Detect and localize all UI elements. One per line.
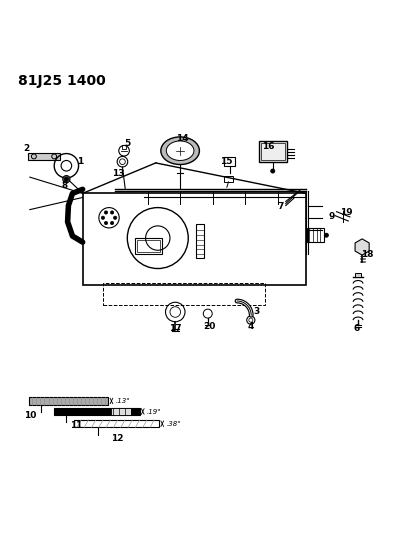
Text: 9: 9 <box>328 213 335 221</box>
Text: 7: 7 <box>278 202 284 211</box>
Text: 5: 5 <box>124 139 130 148</box>
Text: 8: 8 <box>61 181 67 190</box>
Text: 18: 18 <box>361 250 373 259</box>
Bar <box>307 228 324 242</box>
Circle shape <box>63 175 70 183</box>
Circle shape <box>271 169 275 173</box>
Polygon shape <box>355 239 369 255</box>
Text: 1: 1 <box>77 157 84 166</box>
Bar <box>196 224 204 259</box>
Bar <box>137 240 160 252</box>
Bar <box>355 272 361 278</box>
Text: 6: 6 <box>354 324 360 333</box>
Bar <box>111 408 131 415</box>
Text: 3: 3 <box>253 308 260 317</box>
Bar <box>54 408 139 415</box>
Text: .19": .19" <box>147 408 161 415</box>
Text: 16: 16 <box>263 142 275 151</box>
Text: .13": .13" <box>115 398 130 404</box>
Text: 10: 10 <box>25 411 37 421</box>
Text: 11: 11 <box>70 421 83 430</box>
Ellipse shape <box>161 137 200 165</box>
Circle shape <box>110 221 114 224</box>
Text: 81J25 1400: 81J25 1400 <box>18 74 106 87</box>
Text: 4: 4 <box>247 322 254 331</box>
Text: 12: 12 <box>111 434 124 443</box>
Circle shape <box>104 221 108 224</box>
Circle shape <box>324 233 328 237</box>
Bar <box>29 397 108 405</box>
Bar <box>224 175 233 182</box>
Circle shape <box>64 177 68 181</box>
Polygon shape <box>28 153 60 160</box>
Text: 14: 14 <box>176 134 189 143</box>
Bar <box>83 193 306 285</box>
Circle shape <box>101 216 105 220</box>
Bar <box>74 420 159 427</box>
Bar <box>224 157 235 166</box>
Bar <box>259 141 287 162</box>
Bar <box>122 144 126 149</box>
Text: 15: 15 <box>220 157 232 166</box>
Ellipse shape <box>166 141 194 160</box>
Bar <box>103 282 265 305</box>
Text: 20: 20 <box>203 322 216 331</box>
Bar <box>135 238 162 254</box>
Circle shape <box>110 211 114 214</box>
Circle shape <box>104 211 108 214</box>
Text: 17: 17 <box>169 324 182 333</box>
Text: 13: 13 <box>112 168 125 177</box>
Text: 19: 19 <box>340 208 353 217</box>
Text: .38": .38" <box>166 421 181 427</box>
Text: 2: 2 <box>23 144 30 153</box>
Bar <box>261 143 285 160</box>
Circle shape <box>114 216 117 220</box>
